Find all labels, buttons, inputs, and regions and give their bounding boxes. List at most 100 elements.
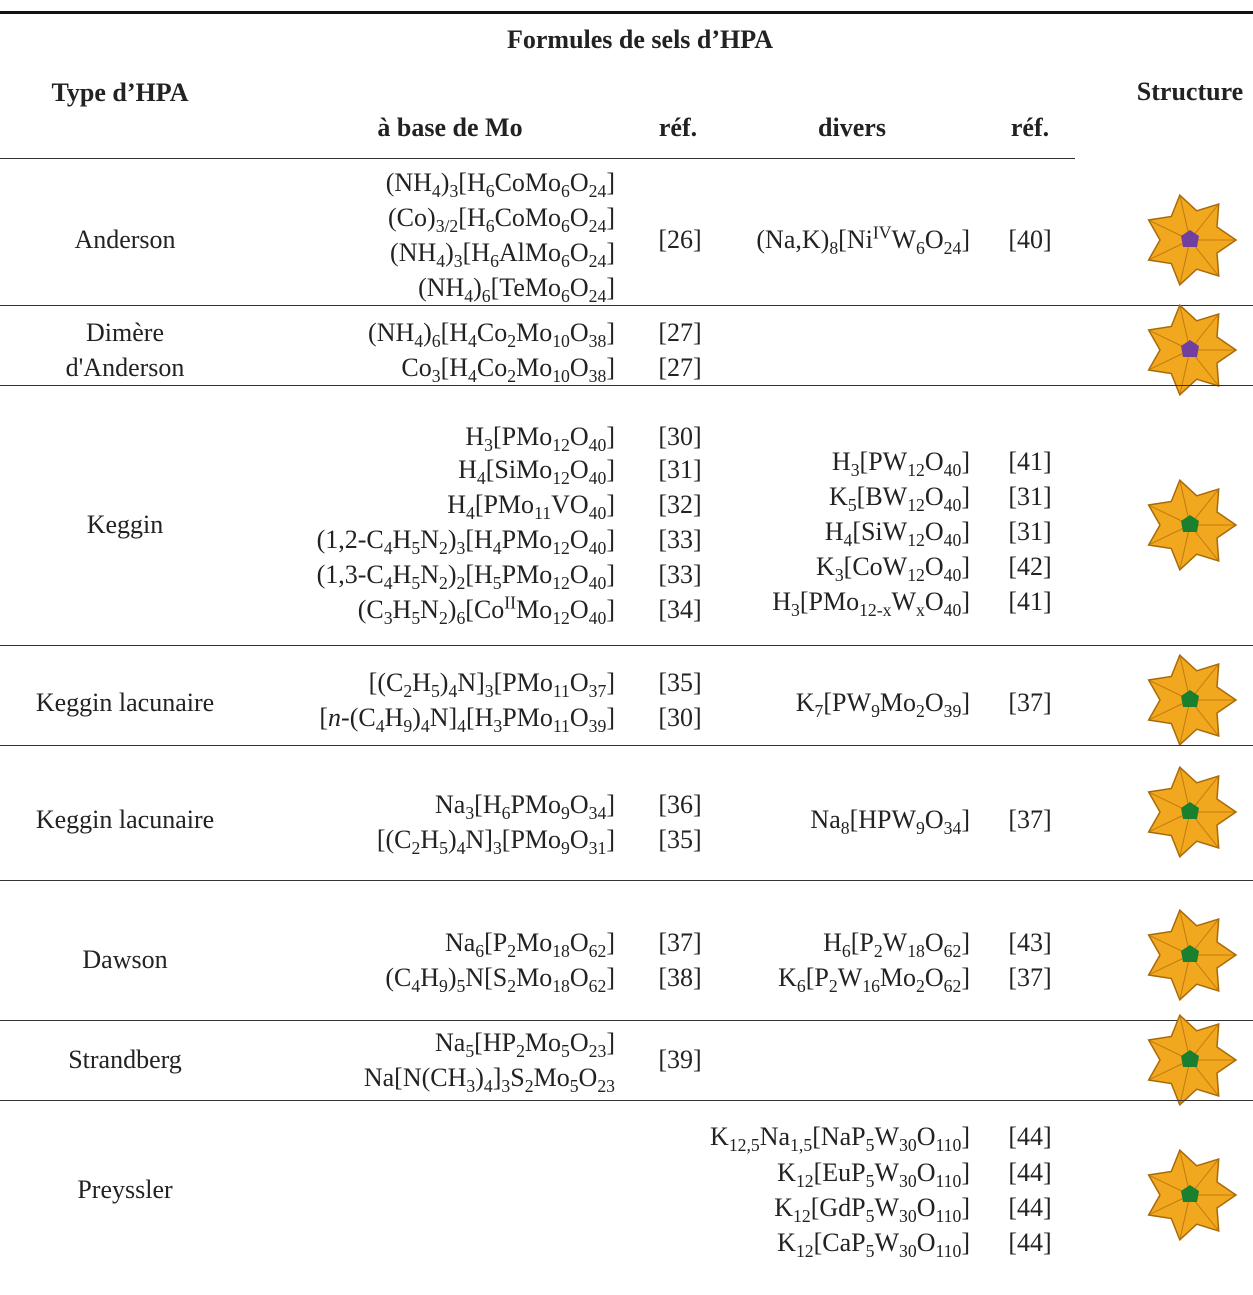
formula-part: H	[392, 525, 412, 554]
subscript: 110	[935, 1241, 962, 1262]
subscript: 11	[552, 716, 570, 737]
subscript: 5	[865, 1206, 875, 1227]
formula-part: [H	[458, 203, 486, 232]
ref: [41]	[1008, 447, 1052, 476]
formula-part: ]	[961, 1158, 970, 1187]
subscript: 4	[468, 366, 477, 387]
formula-part: [H	[474, 790, 502, 819]
subscript: 5	[439, 838, 448, 859]
subscript: 39	[588, 716, 607, 737]
subscript: 5	[411, 608, 421, 629]
subscript: 6	[796, 976, 806, 997]
formula-part: [H	[440, 318, 469, 347]
subscript: 6	[561, 251, 570, 272]
formula-part: [(C	[368, 668, 404, 697]
formula-part: [H	[465, 525, 493, 554]
ref: [36]	[658, 790, 702, 819]
formula-part: W	[874, 1193, 900, 1222]
formula-part: Na	[444, 928, 476, 957]
structure-image	[1147, 653, 1238, 747]
structure-header: Structure	[1136, 77, 1244, 106]
formula-part: [P	[850, 928, 874, 957]
subscript: 9	[403, 716, 413, 737]
formula-part: ]	[606, 203, 615, 232]
formula-part: K	[816, 552, 835, 581]
subscript: 2	[403, 681, 413, 702]
subscript: 5	[430, 681, 440, 702]
formula-part: PMo	[510, 790, 562, 819]
subscript: 38	[588, 366, 607, 387]
formula-part: Mo	[524, 1028, 562, 1057]
ref: [40]	[1008, 225, 1052, 254]
formula-part: Mo	[533, 1063, 570, 1092]
formula-part: O	[569, 560, 589, 589]
subscript: 3/2	[435, 216, 459, 237]
subscript: 2	[438, 608, 448, 629]
formula-part: [H	[458, 168, 486, 197]
formula-part: )	[447, 595, 457, 624]
subscript: 40	[943, 495, 962, 516]
formula-part: ]	[961, 225, 970, 254]
subscript: 6	[431, 331, 441, 352]
formula-part: W	[837, 963, 863, 992]
formula-part: O	[569, 353, 589, 382]
subscript: 4	[843, 530, 853, 551]
subscript: 8	[829, 238, 839, 259]
formula-part: )	[412, 703, 421, 732]
formula-part: O	[569, 455, 589, 484]
formula-part: [GdP	[810, 1193, 866, 1222]
structure-image	[1147, 765, 1238, 859]
ref: [42]	[1008, 552, 1052, 581]
formula-part: O	[924, 688, 944, 717]
formula-part: W	[891, 587, 917, 616]
row-rule	[0, 1100, 1253, 1101]
formula: H6[P2W18O62]	[823, 928, 970, 962]
formula: (C3H5N2)6[CoIIMo12O40]	[358, 594, 615, 629]
formula-part: ]	[606, 790, 615, 819]
ref: [44]	[1008, 1193, 1052, 1222]
formula: K6[P2W16Mo2O62]	[778, 963, 970, 997]
ref: [33]	[658, 560, 702, 589]
subscript: 5	[411, 538, 421, 559]
subscript: 12	[907, 530, 925, 551]
subscript: 4	[476, 468, 486, 489]
formula-part: Na[N(CH	[363, 1063, 467, 1092]
subscript: 62	[943, 941, 962, 962]
subscript: 9	[871, 701, 880, 722]
formula-part: (NH	[385, 168, 432, 197]
subscript: 3	[790, 600, 800, 621]
subscript: 30	[899, 1171, 917, 1192]
formula-part: [Ni	[838, 225, 873, 254]
formula-part: Na	[435, 790, 466, 819]
formula: (1,3-C4H5N2)2[H5PMo12O40]	[317, 560, 615, 594]
row-rule	[0, 745, 1253, 746]
subscript: 39	[943, 701, 962, 722]
formula-part: ]	[606, 560, 615, 589]
formula-part: (NH	[368, 318, 415, 347]
subscript: 2	[438, 573, 448, 594]
subscript: 10	[552, 331, 570, 352]
subscript: 4	[375, 716, 385, 737]
formula-part: O	[569, 1028, 589, 1057]
subscript: 37	[588, 681, 607, 702]
subscript: 6	[485, 181, 495, 202]
ref: [37]	[1008, 963, 1052, 992]
formula-part: PMo	[501, 525, 553, 554]
formula-part: )	[473, 273, 482, 302]
subscript: 5	[465, 1041, 475, 1062]
formula: H4[SiW12O40]	[824, 517, 970, 551]
formula-part: N]	[429, 703, 458, 732]
formula-part: Co	[476, 353, 508, 382]
formula-part: ]	[961, 928, 970, 957]
formula-part: H	[465, 422, 485, 451]
type-label: Keggin lacunaire	[35, 805, 215, 834]
formula-part: [EuP	[813, 1158, 866, 1187]
formula-part: O	[924, 447, 944, 476]
formula-part: H	[824, 517, 844, 546]
formula-part: H	[772, 587, 791, 616]
superscript: IV	[872, 222, 892, 243]
subscript: 2	[456, 573, 466, 594]
subscript: 18	[552, 976, 570, 997]
formula-part: AlMo	[498, 238, 562, 267]
